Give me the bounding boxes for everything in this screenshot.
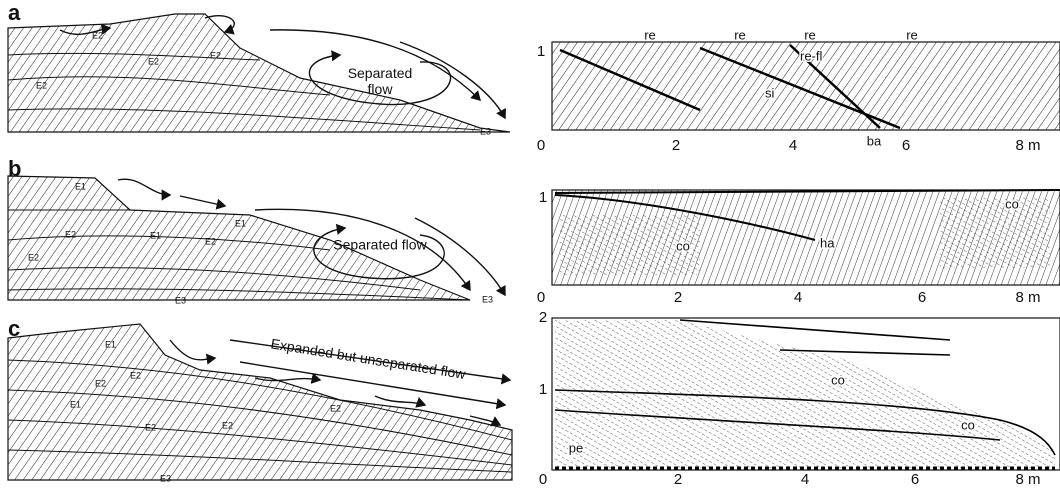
- flow-arrow: [399, 41, 506, 120]
- surface-label: E2: [28, 252, 39, 262]
- surface-label: E2: [148, 56, 159, 66]
- x-tick-label: 6: [911, 471, 919, 488]
- y-tick-label: 1: [539, 381, 547, 398]
- surface-label: E2: [145, 422, 156, 432]
- bounding-surface: [7, 359, 513, 473]
- surface-label: E2: [222, 420, 233, 430]
- facies-label: re: [644, 27, 656, 42]
- y-tick-label: 1: [539, 189, 547, 206]
- flow-arrow: [254, 208, 471, 292]
- flow-arrow: [229, 339, 512, 385]
- x-tick-label: 0: [537, 137, 545, 154]
- bedding-line: [559, 44, 901, 130]
- x-tick-label: 6: [902, 137, 910, 154]
- flow-arrow: [254, 372, 322, 384]
- facies-label: co: [961, 417, 975, 432]
- surface-label: E1: [70, 399, 81, 409]
- surface-label: E2: [330, 403, 341, 413]
- flow-arrow: [269, 29, 481, 101]
- bedding-line: [554, 189, 1060, 241]
- flow-arrow: [117, 178, 172, 201]
- facies-label: ha: [820, 235, 835, 250]
- flow-arrow: [179, 195, 227, 210]
- facies-label: co: [676, 238, 690, 253]
- surface-label: E2: [92, 30, 103, 40]
- surface-label: E3: [482, 294, 493, 304]
- flow-label: Separated flow: [333, 237, 427, 253]
- facies-label: re: [906, 27, 918, 42]
- section-box: [551, 41, 1060, 131]
- flow-arrow: [374, 395, 427, 408]
- flow-label-text: Separated flow: [348, 65, 413, 97]
- flow-arrow: [414, 217, 506, 297]
- surface-label: E2: [130, 370, 141, 380]
- flow-label: Expanded but unseparated flow: [270, 335, 468, 382]
- cross-section: [7, 175, 471, 301]
- x-tick-label: 8 m: [1015, 289, 1040, 306]
- panel-c: c Expanded but unseparated flow E1 E1 E2…: [7, 309, 1060, 488]
- flow-loop: [308, 50, 452, 106]
- flow-arrow: [204, 15, 235, 35]
- surface-label: E1: [75, 181, 86, 191]
- facies-label: co: [831, 372, 845, 387]
- y-tick-label: 1: [537, 43, 545, 60]
- panel-letter: b: [8, 156, 21, 181]
- cosets: [940, 198, 1050, 268]
- flow-arrow: [59, 23, 112, 35]
- cosets: [560, 215, 700, 275]
- flow-arrow: [239, 361, 507, 410]
- facies-label: co: [1005, 196, 1019, 211]
- facies-label: re-fl: [800, 48, 823, 63]
- cross-section: [7, 13, 511, 133]
- surface-label: E3: [175, 295, 186, 305]
- cosets: [555, 320, 1055, 468]
- facies-label: si: [765, 85, 775, 100]
- x-tick-label: 4: [794, 289, 802, 306]
- x-tick-label: 2: [672, 137, 680, 154]
- x-tick-label: 6: [918, 289, 926, 306]
- x-tick-label: 2: [674, 471, 682, 488]
- surface-label: E2: [65, 229, 76, 239]
- panel-letter: c: [8, 316, 20, 341]
- x-tick-label: 0: [539, 471, 547, 488]
- x-tick-label: 4: [801, 471, 809, 488]
- facies-label: re: [804, 27, 816, 42]
- surface-label: E1: [235, 218, 246, 228]
- facies-label: re: [734, 27, 746, 42]
- surface-label: E3: [160, 473, 171, 483]
- surface-label: E2: [36, 80, 47, 90]
- bounding-surface: [7, 209, 471, 301]
- surface-label: E2: [205, 236, 216, 246]
- x-tick-label: 2: [674, 289, 682, 306]
- facies-label: pe: [569, 440, 583, 455]
- y-tick-label: 2: [539, 309, 547, 326]
- surface-label: E2: [210, 50, 221, 60]
- x-tick-label: 8 m: [1015, 471, 1040, 488]
- flow-loop: [313, 223, 445, 280]
- x-tick-label: 4: [789, 137, 797, 154]
- flow-arrow: [469, 415, 502, 427]
- panel-letter: a: [8, 0, 21, 25]
- surface-label: E1: [150, 230, 161, 240]
- surface-label: E2: [95, 378, 106, 388]
- panel-a: a Separated flow E2 E2 E2 E2 E3 re re re …: [7, 0, 1060, 154]
- bounding-surface: [7, 52, 481, 131]
- surface-label: E1: [105, 339, 116, 349]
- x-tick-label: 8 m: [1015, 137, 1040, 154]
- bedding-line: [554, 319, 1056, 456]
- panel-b: b Separated flow E1 E1 E1 E2 E2 E2 E3 E3…: [7, 156, 1060, 306]
- flow-arrow: [169, 339, 217, 365]
- facies-label: ba: [867, 133, 882, 148]
- x-tick-label: 0: [537, 289, 545, 306]
- surface-label: E3: [480, 126, 491, 136]
